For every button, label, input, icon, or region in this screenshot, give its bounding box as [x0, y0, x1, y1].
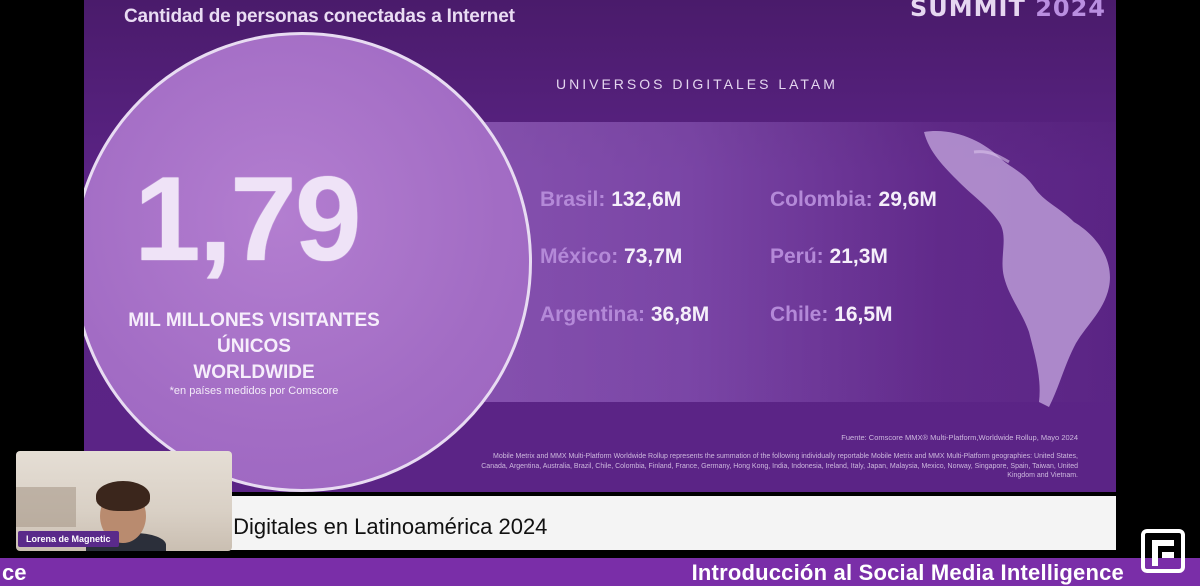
stat-country: Chile:	[770, 303, 829, 326]
stat-country: Brasil:	[540, 188, 606, 211]
speaker-webcam	[16, 451, 232, 551]
caption-line-1: MIL MILLONES VISITANTES	[128, 310, 380, 331]
speaker-name-tag: Lorena de Magnetic	[18, 531, 119, 547]
channel-logo-icon	[1141, 529, 1185, 573]
total-visitors-caption: MIL MILLONES VISITANTES ÚNICOS WORLDWIDE	[104, 308, 404, 386]
webcam-background-shelf	[16, 487, 76, 527]
stat-country: Argentina:	[540, 303, 645, 326]
presentation-slide: Cantidad de personas conectadas a Intern…	[84, 0, 1116, 492]
latam-heading: UNIVERSOS DIGITALES LATAM	[556, 76, 838, 92]
slide-subtitle: s Digitales en Latinoamérica 2024	[216, 514, 548, 539]
source-note: Fuente: Comscore MMX® Multi-Platform,Wor…	[841, 433, 1078, 442]
slide-subtitle-bar	[84, 496, 1116, 550]
summit-logo-text: SUMMIT 2024	[910, 0, 1106, 22]
caption-line-3: WORLDWIDE	[193, 362, 315, 383]
lower-third-bar	[0, 558, 1200, 586]
lower-third-title: Introducción al Social Media Intelligenc…	[691, 560, 1124, 585]
total-visitors-circle	[84, 32, 532, 492]
stat-value: 36,8M	[650, 303, 710, 326]
stat-chile: Chile: 16,5M	[770, 303, 893, 327]
summit-word: SUMMIT	[910, 0, 1026, 22]
stat-brasil: Brasil: 132,6M	[540, 188, 681, 212]
stat-value: 16,5M	[834, 303, 893, 326]
latin-america-map-icon	[924, 131, 1110, 408]
stat-country: Colombia:	[770, 188, 873, 211]
stat-mexico: México: 73,7M	[540, 245, 682, 269]
stat-country: México:	[540, 245, 619, 268]
lower-third-left-text: ce	[2, 560, 27, 585]
stat-value: 73,7M	[624, 245, 683, 268]
stat-peru: Perú: 21,3M	[770, 245, 888, 269]
stat-value: 29,6M	[878, 188, 937, 211]
slide-title: Cantidad de personas conectadas a Intern…	[124, 6, 515, 27]
speaker-hair	[96, 481, 150, 511]
stat-argentina: Argentina: 36,8M	[540, 303, 709, 327]
disclaimer-note: Mobile Metrix and MMX Multi-Platform Wor…	[481, 453, 1078, 479]
caption-line-2: ÚNICOS	[217, 336, 291, 357]
total-visitors-note: *en países medidos por Comscore	[169, 385, 339, 397]
stat-value: 21,3M	[829, 245, 888, 268]
total-visitors-number: 1,79	[134, 152, 362, 286]
stat-colombia: Colombia: 29,6M	[770, 188, 937, 212]
stat-value: 132,6M	[611, 188, 682, 211]
stat-country: Perú:	[770, 245, 824, 268]
summit-year: 2024	[1035, 0, 1106, 22]
